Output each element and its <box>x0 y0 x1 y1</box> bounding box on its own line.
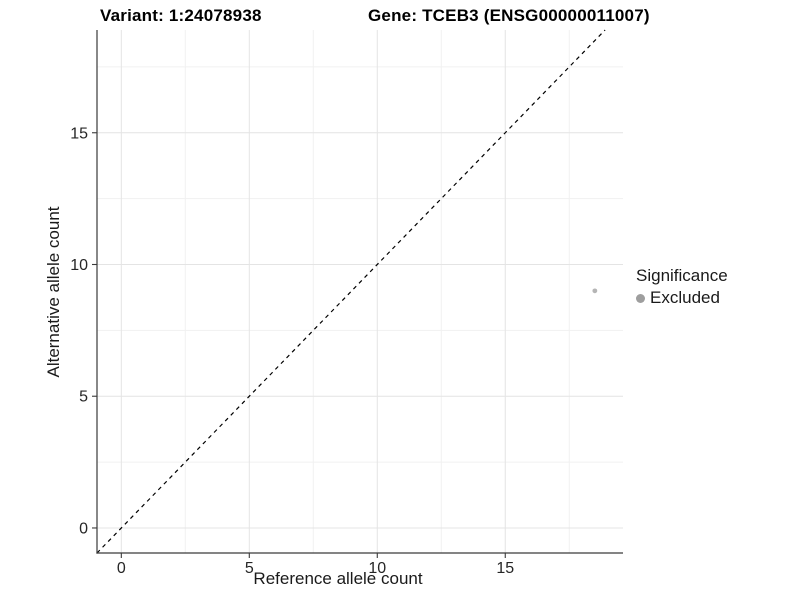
y-tick-label: 0 <box>79 520 88 537</box>
legend-item-excluded: Excluded <box>636 288 728 308</box>
legend: Significance Excluded <box>636 266 728 308</box>
data-point-excluded <box>592 288 598 294</box>
excluded-point-icon <box>636 293 645 303</box>
x-tick-label: 15 <box>496 560 514 577</box>
x-tick-label: 10 <box>368 560 386 577</box>
y-tick-label: 5 <box>79 389 88 406</box>
y-axis-title: Alternative allele count <box>44 206 63 378</box>
y-tick-label: 10 <box>70 257 88 274</box>
y-tick-label: 15 <box>70 125 88 142</box>
x-axis-title: Reference allele count <box>253 569 423 588</box>
legend-item-label: Excluded <box>650 288 720 307</box>
plot-title-gene: Gene: TCEB3 (ENSG00000011007) <box>368 6 650 25</box>
legend-title: Significance <box>636 266 728 285</box>
identity-reference-line <box>96 29 606 554</box>
plot-title-variant: Variant: 1:24078938 <box>100 6 262 25</box>
x-tick-label: 5 <box>245 560 254 577</box>
x-tick-label: 0 <box>117 560 126 577</box>
